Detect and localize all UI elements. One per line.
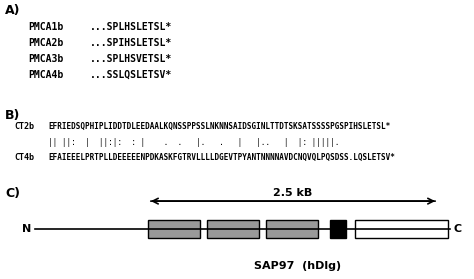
Text: A): A) — [5, 4, 20, 17]
Text: ...SPLHSVETSL*: ...SPLHSVETSL* — [90, 54, 172, 64]
Text: ...SPLHSLETSL*: ...SPLHSLETSL* — [90, 22, 172, 32]
Text: || ||:  |  ||:|:  : |    .  .   |.   .   |   |..   |  |: |||||.: || ||: | ||:|: : | . . |. . | |.. | |: |… — [48, 138, 339, 147]
Bar — [330, 220, 346, 238]
Text: 2.5 kB: 2.5 kB — [273, 188, 313, 198]
Text: ...SPIHSLETSL*: ...SPIHSLETSL* — [90, 38, 172, 48]
Text: CT4b: CT4b — [14, 153, 34, 162]
Text: CT2b: CT2b — [14, 122, 34, 131]
Bar — [148, 220, 200, 238]
Text: C): C) — [5, 187, 20, 200]
Bar — [266, 220, 318, 238]
Bar — [355, 220, 448, 238]
Bar — [207, 220, 259, 238]
Text: EFAIEEELPRTPLLDEEEEENPDKASKFGTRVLLLLDGEVTPYANTNNNNAVDCNQVQLPQSDSS.LQSLETSV*: EFAIEEELPRTPLLDEEEEENPDKASKFGTRVLLLLDGEV… — [48, 153, 395, 162]
Text: PMCA4b: PMCA4b — [28, 70, 63, 80]
Text: B): B) — [5, 109, 20, 122]
Text: PMCA2b: PMCA2b — [28, 38, 63, 48]
Text: ...SSLQSLETSV*: ...SSLQSLETSV* — [90, 70, 172, 80]
Text: SAP97  (hDlg): SAP97 (hDlg) — [255, 261, 342, 271]
Text: EFRIEDSQPHIPLIDDTDLEEDAALKQNSSPPSSLNKNNSAIDSGINLTTDTSKSATSSSSPGSPIHSLETSL*: EFRIEDSQPHIPLIDDTDLEEDAALKQNSSPPSSLNKNNS… — [48, 122, 390, 131]
Text: PMCA3b: PMCA3b — [28, 54, 63, 64]
Text: N: N — [22, 224, 31, 234]
Text: PMCA1b: PMCA1b — [28, 22, 63, 32]
Text: C: C — [454, 224, 462, 234]
